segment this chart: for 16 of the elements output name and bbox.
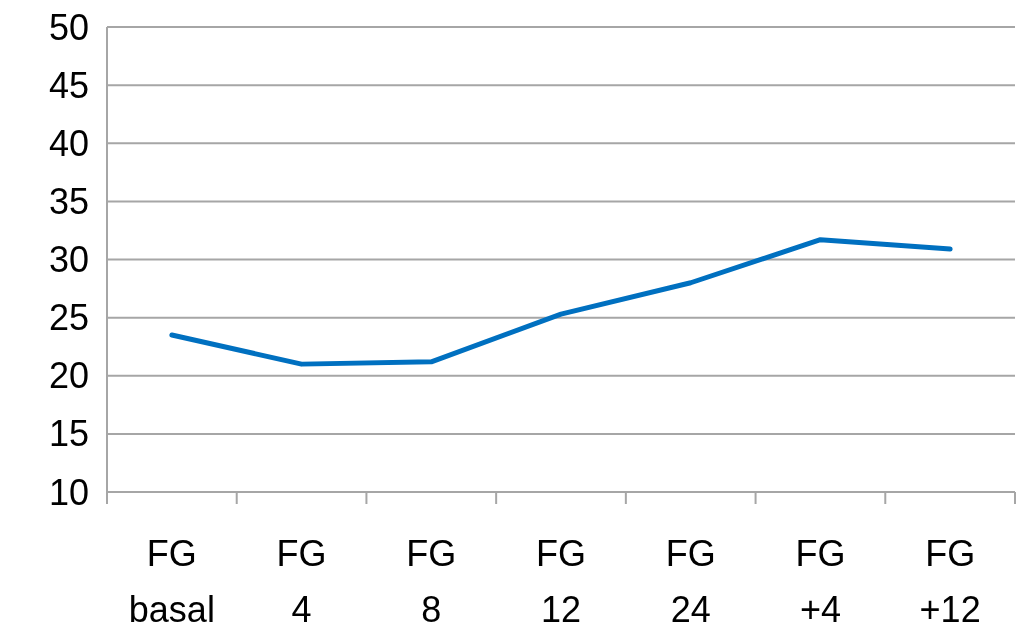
y-tick-label: 35 <box>48 180 89 222</box>
x-tick-label: FG basal <box>128 533 215 630</box>
y-tick-label: 10 <box>48 471 89 513</box>
y-tick-label: 40 <box>48 122 89 164</box>
x-tick-label: FG 8 <box>406 533 457 630</box>
y-tick-label: 15 <box>48 413 89 455</box>
y-tick-label: 45 <box>48 64 89 106</box>
y-tick-label: 20 <box>48 355 89 397</box>
y-tick-label: 50 <box>48 6 89 48</box>
x-tick-label: FG 4 <box>276 533 327 630</box>
y-tick-label: 25 <box>48 297 89 339</box>
x-tick-label: FG +12 <box>919 533 981 630</box>
x-tick-label: FG 24 <box>665 533 716 630</box>
x-tick-label: FG +4 <box>795 533 846 630</box>
x-tick-label: FG 12 <box>536 533 586 630</box>
y-tick-label: 30 <box>48 239 89 281</box>
